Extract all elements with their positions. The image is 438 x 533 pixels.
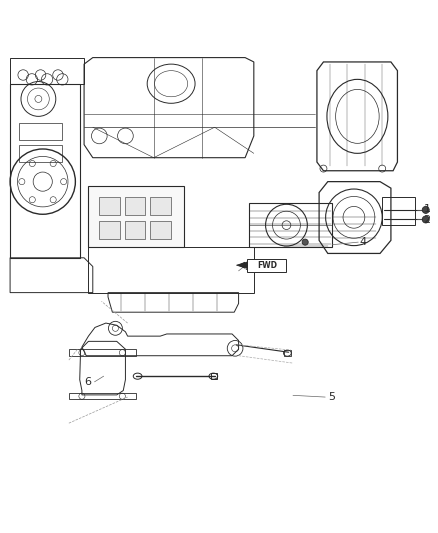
Bar (124, 221, 145, 239)
Text: FWD: FWD (257, 261, 277, 270)
Polygon shape (237, 262, 247, 269)
Text: 4: 4 (360, 237, 367, 247)
Bar (150, 197, 171, 215)
Bar (150, 221, 171, 239)
Bar (19, 144, 62, 162)
Text: 3: 3 (245, 262, 252, 271)
Bar (124, 197, 145, 215)
Ellipse shape (422, 216, 429, 223)
Ellipse shape (302, 239, 308, 245)
Bar (99, 221, 120, 239)
Bar (19, 123, 62, 140)
Text: 5: 5 (328, 392, 335, 402)
Bar (284, 350, 291, 356)
Text: 6: 6 (84, 377, 91, 387)
Bar (247, 259, 286, 272)
Text: 2: 2 (424, 215, 431, 225)
Text: 1: 1 (424, 204, 431, 214)
Bar (99, 197, 120, 215)
Ellipse shape (422, 206, 429, 213)
Bar (211, 373, 217, 379)
Polygon shape (88, 186, 184, 247)
